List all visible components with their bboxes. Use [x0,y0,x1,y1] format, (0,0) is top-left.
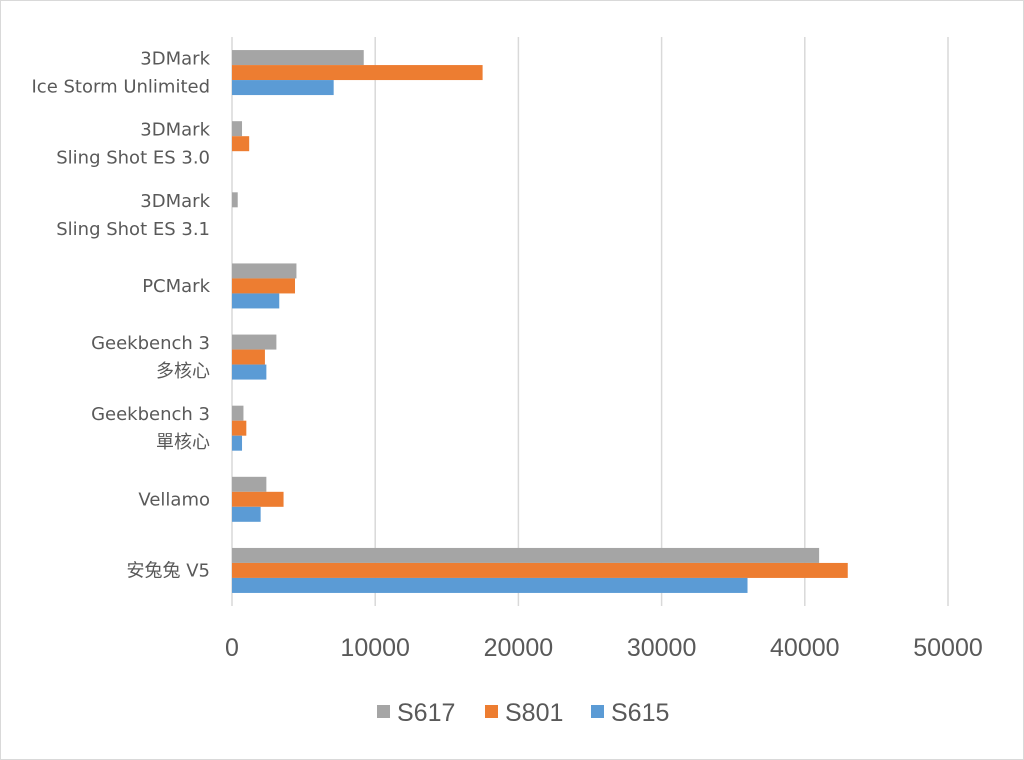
bar-s617 [232,334,277,350]
category-axis: 3DMark Ice Storm Unlimited 3DMark Sling Sho… [31,49,210,582]
bar-s801 [232,491,284,507]
bar-s615 [232,577,748,593]
bar-s801 [232,562,848,578]
category-label: 多核心 [156,361,210,382]
category-label: 3DMark [140,120,210,141]
bar-s617 [232,476,267,492]
category-label: 3DMark [140,191,210,212]
category-label: Geekbench 3 [91,404,210,425]
x-tick-label: 40000 [770,634,840,662]
bar-s617 [232,50,364,66]
x-tick-label: 50000 [913,634,983,662]
bar-s801 [232,136,250,152]
bar-s617 [232,121,243,137]
bar-s617 [232,547,820,563]
category-label: Sling Shot ES 3.0 [56,148,210,169]
bar-s615 [232,80,334,96]
x-tick-label: 10000 [340,634,410,662]
x-tick-label: 30000 [627,634,697,662]
bar-s615 [232,435,243,451]
bar-s801 [232,65,483,81]
bar-s617 [232,405,244,421]
category-label: Sling Shot ES 3.1 [56,219,210,240]
legend-label: S615 [611,699,669,727]
legend-label: S801 [505,699,563,727]
x-tick-label: 20000 [484,634,554,662]
legend-label: S617 [397,699,455,727]
bar-s801 [232,349,265,365]
category-label: 安兔兔 V5 [127,560,211,581]
bar-s617 [232,192,238,208]
bars [232,50,848,593]
category-label: PCMark [142,276,210,297]
legend-swatch-s617 [377,705,390,718]
category-label: Vellamo [138,489,210,510]
category-label: 單核心 [156,432,210,453]
bar-s615 [232,506,261,522]
category-label: 3DMark [140,49,210,70]
legend-swatch-s801 [485,705,498,718]
legend: S617 S801 S615 [377,699,669,727]
bar-s617 [232,263,297,279]
bar-s615 [232,364,267,380]
bar-s801 [232,278,296,294]
legend-swatch-s615 [591,705,604,718]
value-axis: 0 10000 20000 30000 40000 50000 [225,634,983,662]
bar-s615 [232,293,280,309]
x-tick-label: 0 [225,634,239,662]
category-label: Geekbench 3 [91,333,210,354]
category-label: Ice Storm Unlimited [31,77,210,98]
bar-s801 [232,420,247,436]
gridlines [231,37,949,606]
